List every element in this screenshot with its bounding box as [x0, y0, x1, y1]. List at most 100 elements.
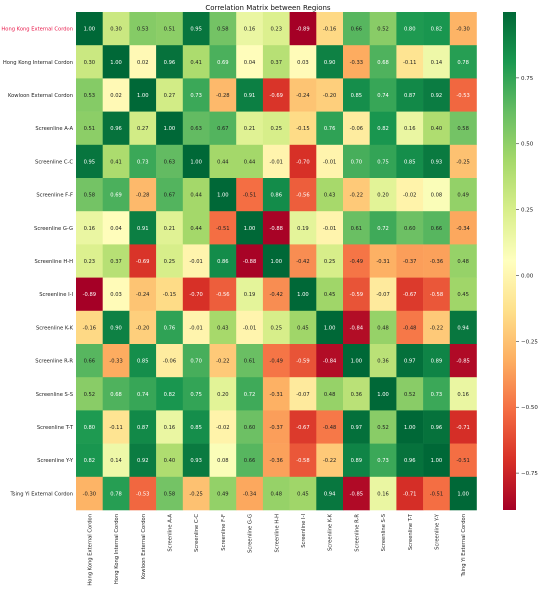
heatmap-cell [236, 310, 264, 345]
heatmap-cell-value: -0.56 [296, 193, 309, 199]
heatmap-cell [369, 45, 397, 79]
heatmap-cell [156, 111, 184, 146]
y-tick-label: Screenline H-H [34, 259, 73, 265]
heatmap-cell-value: 1.00 [164, 126, 176, 132]
y-tick-label: Screenline Y-Y [37, 458, 74, 464]
heatmap-cell-value: 0.49 [457, 193, 469, 199]
heatmap-cell-value: -0.33 [109, 359, 122, 365]
heatmap-cell [76, 277, 103, 312]
heatmap-cell [76, 410, 103, 444]
heatmap-cell [289, 12, 317, 46]
heatmap-cell-value: 0.66 [431, 226, 443, 232]
heatmap-cell [369, 111, 397, 146]
heatmap-cell [369, 211, 397, 245]
heatmap-cell-value: 0.95 [190, 27, 202, 33]
heatmap-cell-value: 0.16 [164, 425, 176, 431]
heatmap-cell-value: 1.00 [190, 159, 202, 165]
heatmap-cell-value: -0.01 [323, 159, 336, 165]
heatmap-cell-value: 0.36 [377, 359, 389, 365]
heatmap-cell [316, 45, 344, 79]
heatmap-cell-value: 0.21 [244, 126, 256, 132]
y-tick-label: Screenline F-F [36, 193, 73, 199]
x-tick-label: Screenline G-G [248, 514, 254, 553]
heatmap-cell-value: 0.97 [351, 425, 363, 431]
heatmap-cell-value: 0.96 [110, 126, 122, 132]
heatmap-cell [343, 12, 370, 46]
heatmap-cell-value: 0.16 [84, 226, 96, 232]
heatmap-cell-value: 1.00 [110, 60, 122, 66]
heatmap-cell [369, 410, 397, 444]
heatmap-cell [209, 178, 237, 212]
heatmap-cell-value: 0.74 [377, 93, 389, 99]
heatmap-cell-value: -0.07 [376, 292, 389, 298]
heatmap-cell [76, 443, 103, 478]
heatmap-cell-value: 0.92 [137, 458, 149, 464]
heatmap-cell [316, 476, 344, 511]
heatmap-cell-value: 0.58 [84, 193, 96, 199]
y-axis-tick-labels: Hong Kong External Cordon Hong Kong Inter… [1, 27, 73, 498]
heatmap-cell-value: 0.60 [404, 226, 416, 232]
heatmap-cell-value: -0.53 [456, 93, 469, 99]
heatmap-cell-value: 0.93 [190, 458, 202, 464]
heatmap-cell-value: 0.66 [244, 458, 256, 464]
heatmap-cell [423, 78, 451, 112]
heatmap-cell-value: 0.02 [110, 93, 122, 99]
heatmap-cell [343, 344, 370, 378]
heatmap-cell [316, 78, 344, 112]
heatmap-cell-value: 0.82 [377, 126, 389, 132]
heatmap-cell-value: 0.72 [377, 226, 389, 232]
heatmap-cell [316, 12, 344, 46]
heatmap-cell [236, 476, 264, 511]
heatmap-cell-value: 0.45 [297, 491, 309, 497]
heatmap-cell [102, 344, 130, 378]
heatmap-cell-value: -0.28 [136, 193, 149, 199]
heatmap-cell-value: 0.87 [404, 93, 416, 99]
heatmap-cell-value: 0.96 [431, 425, 443, 431]
heatmap-cell [396, 344, 424, 378]
heatmap-cell [289, 277, 317, 312]
heatmap-cell [236, 144, 264, 179]
heatmap-cell [423, 211, 451, 245]
colorbar [503, 12, 516, 510]
heatmap-cell [316, 244, 344, 278]
heatmap-cell [423, 144, 451, 179]
heatmap-cell [76, 178, 103, 212]
heatmap-cell-value: -0.20 [323, 93, 336, 99]
heatmap-cell [129, 410, 157, 444]
colorbar-tick-label: 0.75 [521, 76, 534, 82]
heatmap-cell-value: 0.48 [377, 325, 389, 331]
heatmap-cell [262, 377, 290, 411]
heatmap-cell-value: -0.22 [350, 193, 363, 199]
heatmap-cell-value: -0.01 [243, 325, 256, 331]
heatmap-cell [396, 78, 424, 112]
heatmap-cell-value: -0.36 [270, 458, 283, 464]
heatmap-cell [316, 277, 344, 312]
heatmap-cell-value: 0.52 [404, 392, 416, 398]
x-tick-label: Screenline R-R [354, 514, 360, 552]
heatmap-cell-value: -0.42 [296, 259, 309, 265]
heatmap-cell-value: -0.22 [323, 458, 336, 464]
heatmap-cell [289, 443, 317, 478]
heatmap-cell-value: 0.25 [270, 325, 282, 331]
heatmap-cell-value: 0.73 [431, 392, 443, 398]
heatmap-cell-value: 1.00 [351, 359, 363, 365]
heatmap-cell [289, 410, 317, 444]
heatmap-cell [156, 178, 184, 212]
heatmap-cell-value: 1.00 [270, 259, 282, 265]
heatmap-cell [289, 211, 317, 245]
heatmap-cell [102, 78, 130, 112]
heatmap-cell [129, 78, 157, 112]
heatmap-cell [262, 111, 290, 146]
heatmap-cell [449, 244, 477, 278]
heatmap-cell-value: 0.85 [351, 93, 363, 99]
heatmap-cell-value: -0.49 [350, 259, 363, 265]
x-tick-label: Screenline H-H [274, 514, 280, 553]
heatmap-cell [396, 12, 424, 46]
heatmap-cell [396, 45, 424, 79]
heatmap-cell-value: 0.91 [137, 226, 149, 232]
heatmap-cell [396, 443, 424, 478]
heatmap-cell-value: -0.71 [456, 425, 469, 431]
heatmap-cell-value: -0.59 [350, 292, 363, 298]
heatmap-cell-value: 0.80 [84, 425, 96, 431]
